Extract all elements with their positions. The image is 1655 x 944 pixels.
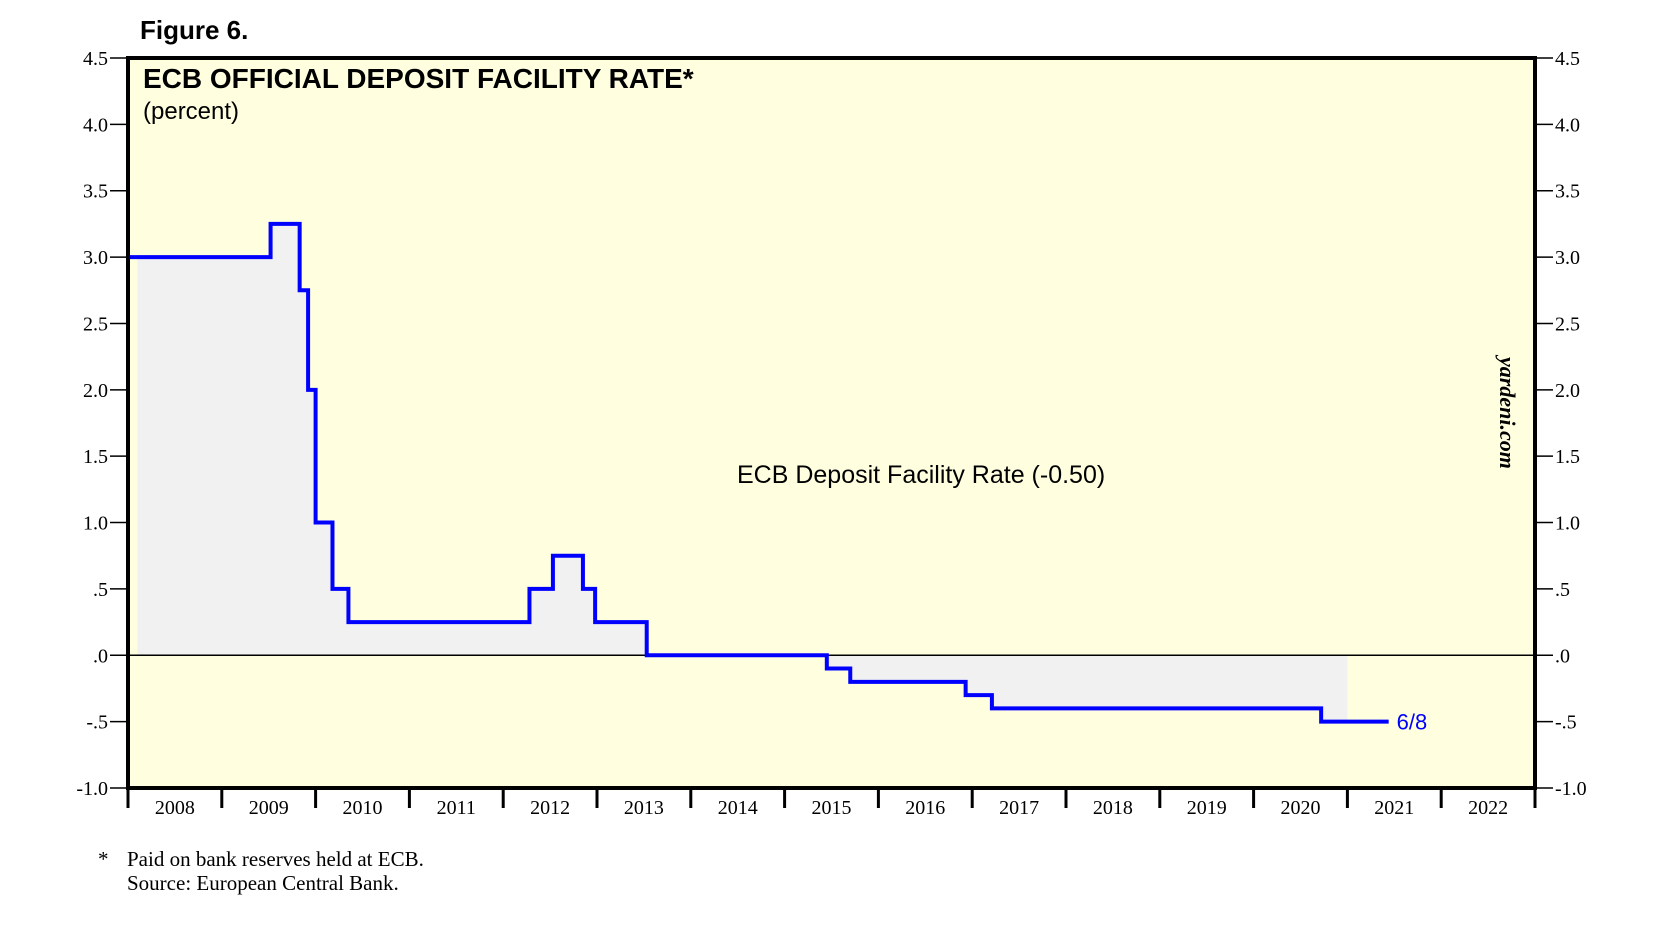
watermark: yardeni.com [1495, 354, 1520, 469]
x-tick-label: 2014 [718, 797, 758, 819]
chart-subtitle: (percent) [143, 98, 239, 125]
y-tick-label-right: .5 [1555, 579, 1570, 601]
y-tick-label-left: 2.5 [83, 313, 108, 335]
x-tick-label: 2011 [437, 797, 476, 819]
x-tick-label: 2019 [1187, 797, 1227, 819]
x-tick-label: 2015 [812, 797, 852, 819]
y-tick-label-right: 4.5 [1555, 48, 1580, 70]
chart-title: ECB OFFICIAL DEPOSIT FACILITY RATE* [143, 63, 694, 94]
x-tick-label: 2009 [249, 797, 289, 819]
rate-line [128, 221, 1389, 724]
x-tick-label: 2008 [155, 797, 195, 819]
y-tick-label-right: 3.5 [1555, 181, 1580, 203]
x-tick-label: 2021 [1374, 797, 1414, 819]
y-tick-label-left: .5 [93, 579, 108, 601]
x-axis: 2008 2009 2010 2011 2012 2013 2014 2015 2016 2017… [126, 788, 1537, 819]
y-tick-label-left: -.5 [86, 712, 108, 734]
footnote: * Paid on bank reserves held at ECB. [98, 847, 424, 872]
y-tick-label-right: 2.0 [1555, 380, 1580, 402]
y-tick-label-right: 1.0 [1555, 513, 1580, 535]
footnote-marker: * [98, 847, 109, 871]
x-tick-label: 2012 [530, 797, 570, 819]
y-tick-label-right: .0 [1555, 645, 1570, 667]
figure-label: Figure 6. [140, 15, 248, 45]
x-tick-label: 2016 [905, 797, 945, 819]
x-tick-label: 2020 [1281, 797, 1321, 819]
y-tick-label-right: -1.0 [1555, 778, 1587, 800]
source-note: Source: European Central Bank. [127, 871, 399, 895]
y-tick-label-left: -1.0 [76, 778, 108, 800]
series-end-label: 6/8 [1397, 710, 1428, 735]
y-tick-label-left: 4.5 [83, 48, 108, 70]
rate-shaded-area [137, 223, 1348, 722]
left-y-axis: -1.0 -.5 .0 .5 1.0 1.5 2.0 2.5 3.0 3.5 4.0 4.5 [76, 48, 128, 800]
y-tick-label-right: 2.5 [1555, 313, 1580, 335]
series-label: ECB Deposit Facility Rate (-0.50) [737, 461, 1105, 489]
y-tick-label-right: 4.0 [1555, 114, 1580, 136]
y-tick-label-left: 1.5 [83, 446, 108, 468]
y-tick-label-right: 3.0 [1555, 247, 1580, 269]
footnote-text: Paid on bank reserves held at ECB. [127, 847, 424, 871]
y-tick-label-left: 4.0 [83, 114, 108, 136]
x-tick-label: 2013 [624, 797, 664, 819]
y-tick-label-left: 3.0 [83, 247, 108, 269]
right-y-axis: -1.0 -.5 .0 .5 1.0 1.5 2.0 2.5 3.0 3.5 4.0 4.5 [1535, 48, 1587, 800]
y-tick-label-right: -.5 [1555, 712, 1577, 734]
x-tick-label: 2017 [999, 797, 1039, 819]
x-tick-label: 2010 [343, 797, 383, 819]
y-tick-label-left: 2.0 [83, 380, 108, 402]
y-tick-label-left: 3.5 [83, 181, 108, 203]
plot-frame [126, 56, 1537, 790]
y-tick-label-left: 1.0 [83, 513, 108, 535]
y-tick-label-left: .0 [93, 645, 108, 667]
x-tick-label: 2022 [1468, 797, 1508, 819]
y-tick-label-right: 1.5 [1555, 446, 1580, 468]
x-tick-label: 2018 [1093, 797, 1133, 819]
